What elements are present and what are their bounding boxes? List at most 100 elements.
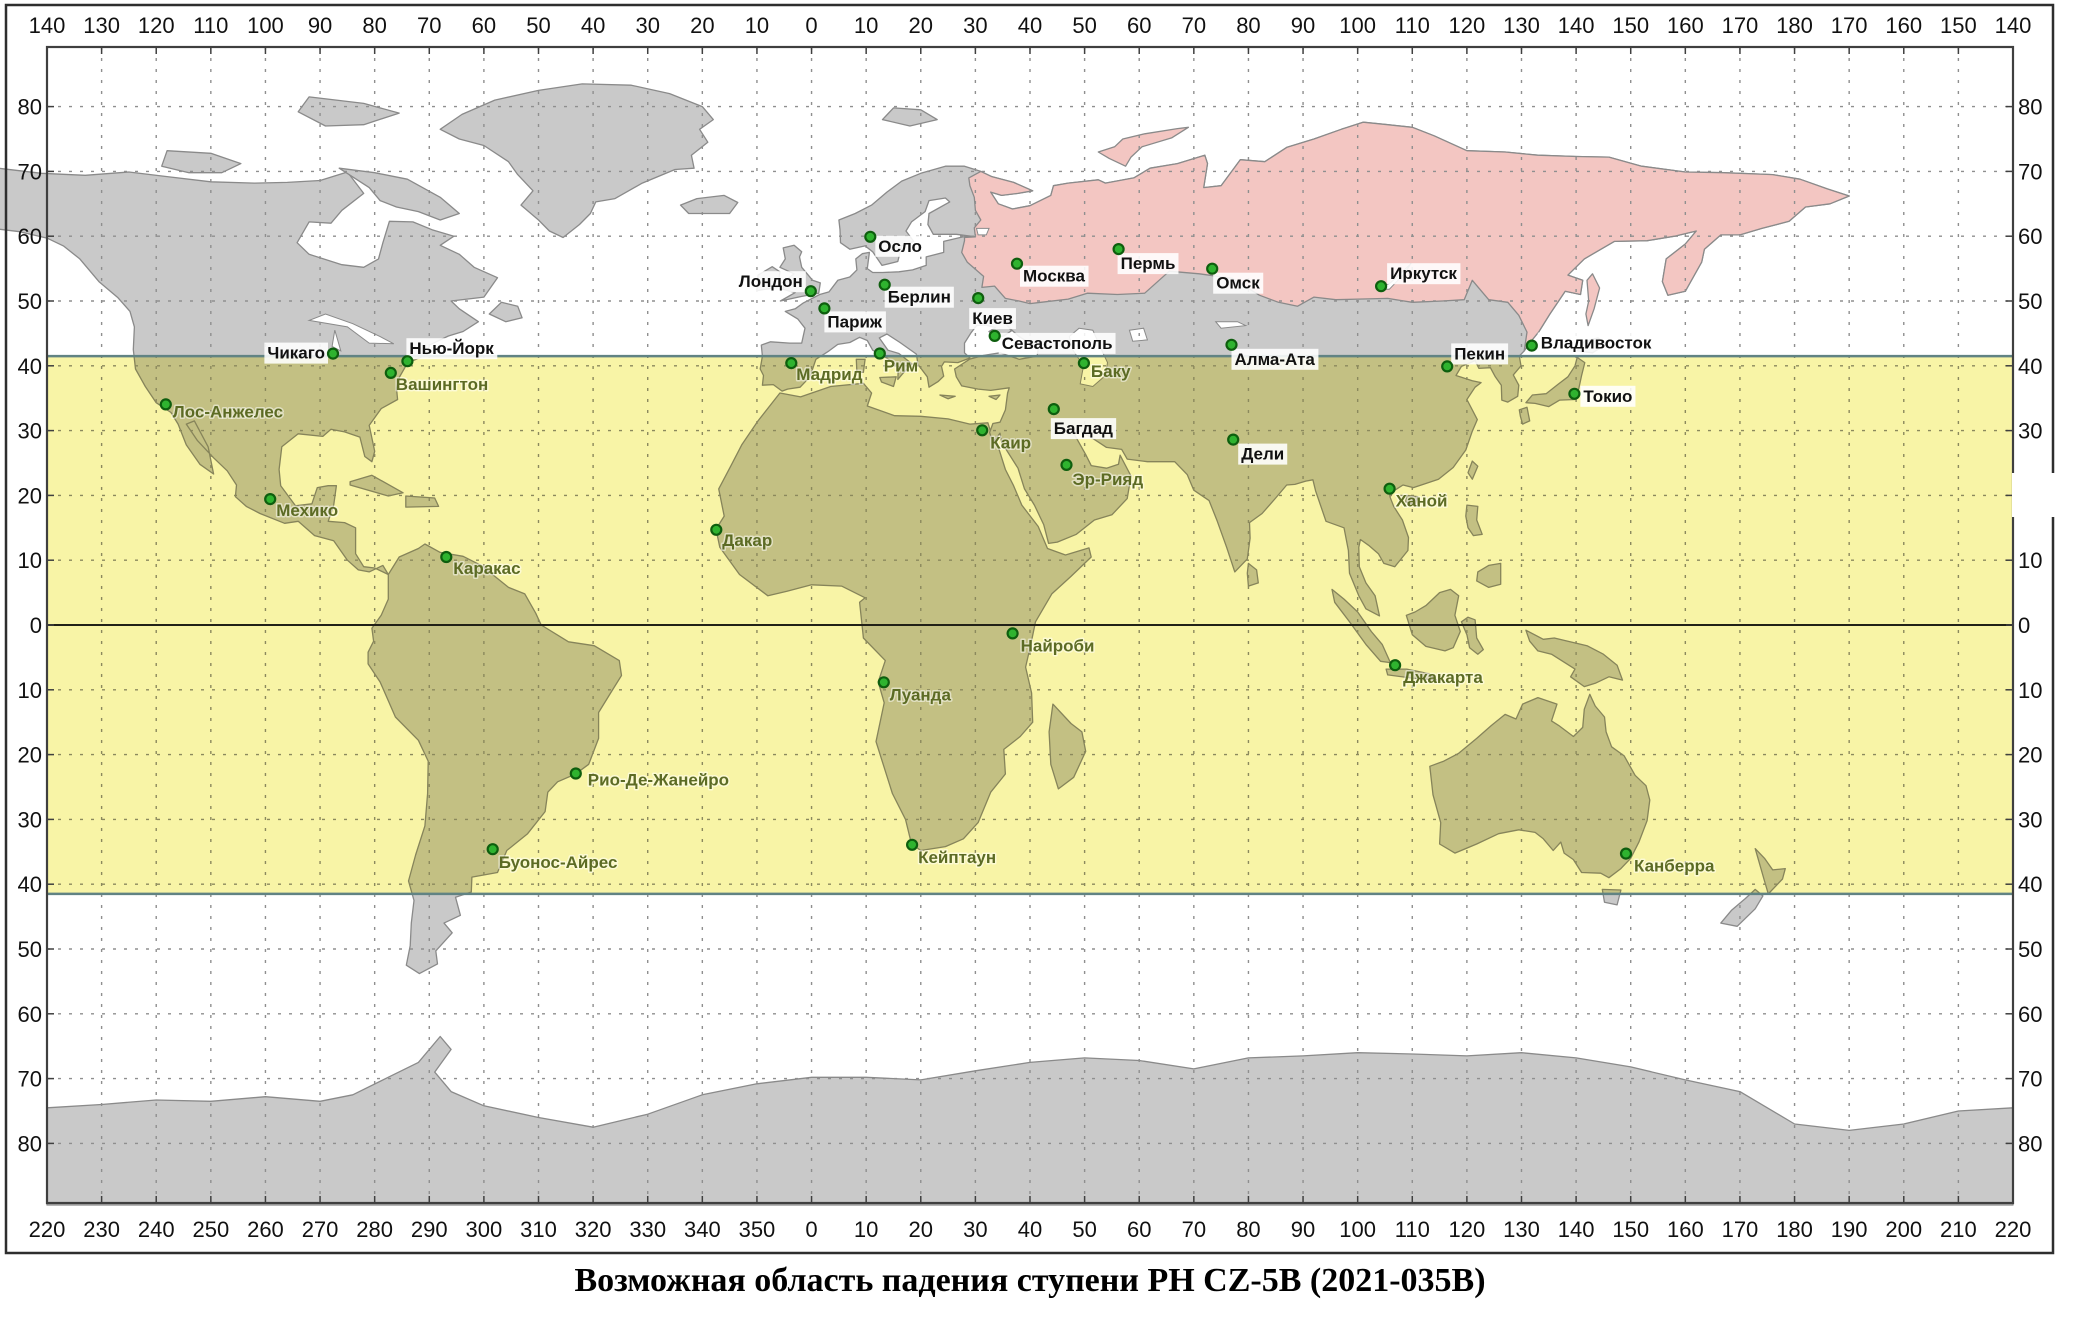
axis-label-bottom: 260 <box>247 1217 284 1242</box>
city-Берлин: Берлин <box>878 278 954 308</box>
land-ellesmere <box>297 96 400 127</box>
city-dot <box>440 550 453 564</box>
axis-label-bottom: 350 <box>739 1217 776 1242</box>
axis-label-right: 70 <box>2018 159 2042 184</box>
axis-label-top: 160 <box>1667 13 1704 38</box>
city-label: Нью-Йорк <box>409 339 494 358</box>
axis-label-left: 70 <box>18 1067 42 1092</box>
axis-label-top: 120 <box>138 13 175 38</box>
city-label: Эр-Рияд <box>1073 470 1144 489</box>
city-dot <box>1374 280 1388 293</box>
city-label: Мадрид <box>796 365 862 384</box>
city-label-box <box>1231 348 1319 370</box>
russia-sakhalin <box>1585 273 1601 327</box>
city-label: Баку <box>1091 362 1131 381</box>
axis-label-top: 60 <box>1127 13 1151 38</box>
axis-label-top: 70 <box>417 13 441 38</box>
city-label: Пермь <box>1121 254 1176 273</box>
city-dot <box>710 523 723 536</box>
axis-label-top: 110 <box>1395 13 1430 38</box>
city-dot <box>1010 257 1024 270</box>
axis-label-left: 70 <box>18 159 42 184</box>
axis-label-left: 10 <box>18 678 42 703</box>
axis-label-bottom: 180 <box>1776 1217 1813 1242</box>
axis-label-top: 40 <box>1018 13 1042 38</box>
city-label: Чикаго <box>267 344 325 363</box>
city-label: Алма-Ата <box>1235 350 1316 369</box>
axis-label-top: 160 <box>1885 13 1922 38</box>
city-label: Иркутск <box>1390 264 1457 283</box>
city-Лондон: Лондон <box>735 271 817 298</box>
city-dot <box>785 357 798 370</box>
axis-label-bottom: 90 <box>1291 1217 1315 1242</box>
axis-label-top: 130 <box>1503 13 1540 38</box>
city-label: Пекин <box>1454 344 1505 363</box>
city-label: Каракас <box>453 559 520 578</box>
axis-label-left: 80 <box>18 95 42 120</box>
city-Лос-Анжелес: Лос-Анжелес <box>159 398 285 423</box>
axis-label-top: 50 <box>526 13 550 38</box>
city-label: Дели <box>1241 445 1284 464</box>
city-Буонос-Айрес: Буонос-Айрес <box>486 843 619 874</box>
axis-label-right: 50 <box>2018 289 2042 314</box>
axis-label-left: 60 <box>18 1002 42 1027</box>
axis-label-right: 80 <box>2018 95 2042 120</box>
city-label: Париж <box>827 312 883 331</box>
axis-label-left: 0 <box>30 613 42 638</box>
axis-label-bottom: 190 <box>1831 1217 1868 1242</box>
axis-label-bottom: 330 <box>629 1217 666 1242</box>
city-Дакар: Дакар <box>710 523 774 551</box>
city-dot <box>1227 433 1240 446</box>
lake-great-lakes-east <box>307 313 395 345</box>
city-dot <box>905 838 919 851</box>
city-label: Владивосток <box>1541 334 1652 353</box>
axis-label-left: 60 <box>18 224 42 249</box>
city-Пекин: Пекин <box>1441 343 1509 373</box>
city-dot <box>401 355 414 368</box>
city-label-box <box>1537 332 1655 354</box>
axis-label-right: 50 <box>2018 937 2042 962</box>
city-dot <box>486 843 499 856</box>
axis-label-bottom: 220 <box>1995 1217 2032 1242</box>
city-label: Берлин <box>888 288 951 307</box>
city-Киев: Киев <box>969 292 1016 330</box>
axis-label-bottom: 0 <box>805 1217 817 1242</box>
city-Омск: Омск <box>1206 262 1264 294</box>
axis-label-right: 60 <box>2018 1002 2042 1027</box>
city-Найроби: Найроби <box>1006 627 1096 657</box>
axis-label-bottom: 10 <box>854 1217 878 1242</box>
axis-label-bottom: 140 <box>1558 1217 1595 1242</box>
axis-label-top: 40 <box>581 13 605 38</box>
axis-label-left: 20 <box>18 743 42 768</box>
city-Владивосток: Владивосток <box>1525 332 1655 354</box>
axis-label-bottom: 100 <box>1339 1217 1376 1242</box>
land-nz-south <box>1720 888 1764 927</box>
axis-label-left: 80 <box>18 1131 42 1156</box>
axis-label-bottom: 70 <box>1182 1217 1206 1242</box>
city-dot <box>1225 338 1238 351</box>
city-label-box <box>1580 385 1636 407</box>
axis-label-left: 30 <box>18 807 42 832</box>
city-label-box <box>406 338 498 360</box>
axis-label-top: 50 <box>1072 13 1096 38</box>
city-Москва: Москва <box>1010 257 1089 287</box>
city-dot <box>326 347 340 360</box>
city-label-box <box>998 332 1116 354</box>
city-label-box <box>1050 418 1117 440</box>
land-svalbard <box>881 107 938 127</box>
city-dot <box>877 676 890 689</box>
city-label: Кейптаун <box>918 848 996 867</box>
city-label-box <box>1213 272 1264 294</box>
axis-label-bottom: 310 <box>520 1217 557 1242</box>
axis-label-top: 120 <box>1449 13 1486 38</box>
city-dot <box>1441 360 1454 373</box>
city-Мехико: Мехико <box>264 493 340 522</box>
axis-label-top: 140 <box>29 13 66 38</box>
city-label: Дакар <box>722 531 772 550</box>
axis-label-top: 90 <box>308 13 332 38</box>
axis-label-top: 30 <box>635 13 659 38</box>
city-label-box <box>1020 265 1089 287</box>
lake-lake-balkhash <box>1214 321 1248 329</box>
axis-label-top: 70 <box>1182 13 1206 38</box>
